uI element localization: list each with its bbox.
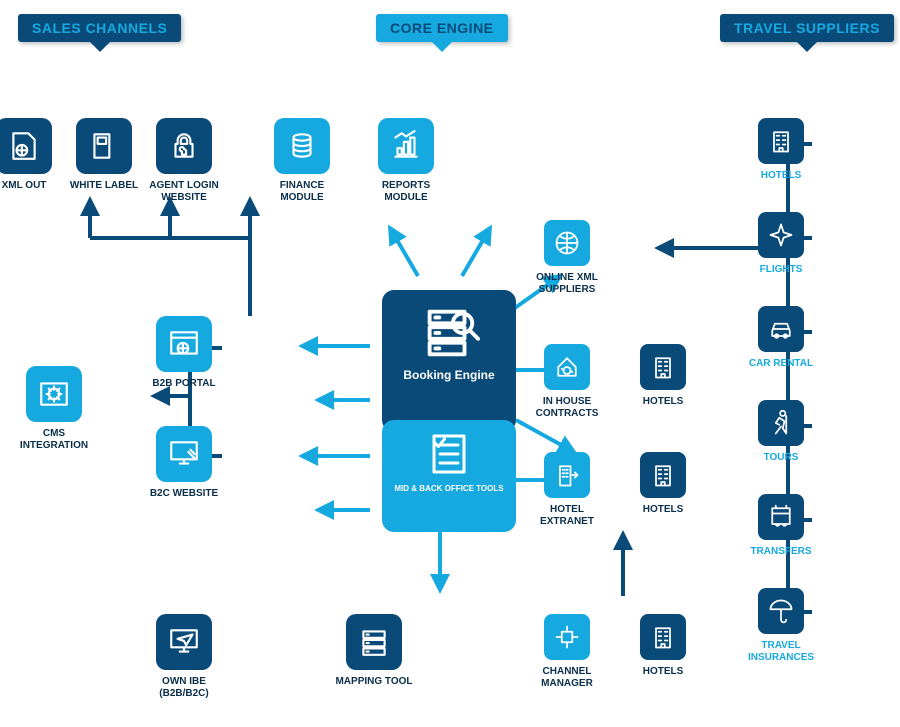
node-cms: CMS INTEGRATION: [14, 366, 94, 452]
node-sup_tours-label: TOURS: [741, 452, 821, 464]
core-tools-label: MID & BACK OFFICE TOOLS: [390, 484, 508, 493]
gear-box-icon: [26, 366, 82, 422]
node-sup_flights: FLIGHTS: [741, 212, 821, 276]
node-b2c-label: B2C WEBSITE: [144, 488, 224, 500]
node-b2c: B2C WEBSITE: [144, 426, 224, 500]
globe-doc-icon: [0, 118, 52, 174]
node-xml_out: XML OUT: [0, 118, 64, 192]
house-sync-icon: [544, 344, 590, 390]
node-online_xml-label: ONLINE XML SUPPLIERS: [527, 272, 607, 296]
node-agent_login: AGENT LOGIN WEBSITE: [144, 118, 224, 204]
connector: [390, 228, 418, 276]
bus-icon: [758, 494, 804, 540]
node-own_ibe: OWN IBE (B2B/B2C): [144, 614, 224, 700]
server-search-icon: [390, 300, 508, 362]
node-white_label: WHITE LABEL: [64, 118, 144, 192]
car-icon: [758, 306, 804, 352]
umbrella-icon: [758, 588, 804, 634]
node-xml_out-label: XML OUT: [0, 180, 64, 192]
section-header-h-core: CORE ENGINE: [376, 14, 508, 42]
node-sup_transfers: TRANSFERS: [741, 494, 821, 558]
node-finance-label: FINANCE MODULE: [262, 180, 342, 204]
page-icon: [76, 118, 132, 174]
connector: [462, 228, 490, 276]
core-booking: Booking Engine: [382, 290, 516, 432]
node-mapping: MAPPING TOOL: [334, 614, 414, 688]
module-icon: [544, 614, 590, 660]
building-icon: [640, 614, 686, 660]
connector: [516, 420, 574, 452]
node-hotels_mid1: HOTELS: [623, 344, 703, 408]
node-own_ibe-label: OWN IBE (B2B/B2C): [144, 676, 224, 700]
checklist-icon: [390, 430, 508, 478]
node-white_label-label: WHITE LABEL: [64, 180, 144, 192]
node-sup_flights-label: FLIGHTS: [741, 264, 821, 276]
node-hotels_mid1-label: HOTELS: [623, 396, 703, 408]
node-hotels_mid2-label: HOTELS: [623, 504, 703, 516]
plane-icon: [758, 212, 804, 258]
server-icon: [346, 614, 402, 670]
screen-cursor-icon: [156, 426, 212, 482]
core-tools: MID & BACK OFFICE TOOLS: [382, 420, 516, 532]
node-hotels_mid2: HOTELS: [623, 452, 703, 516]
core-booking-label: Booking Engine: [390, 368, 508, 382]
building-icon: [640, 344, 686, 390]
globe-net-icon: [544, 220, 590, 266]
node-sup_transfers-label: TRANSFERS: [741, 546, 821, 558]
node-b2b_portal: B2B PORTAL: [144, 316, 224, 390]
building-arrow-icon: [544, 452, 590, 498]
node-inhouse-label: IN HOUSE CONTRACTS: [527, 396, 607, 420]
node-agent_login-label: AGENT LOGIN WEBSITE: [144, 180, 224, 204]
node-b2b_portal-label: B2B PORTAL: [144, 378, 224, 390]
node-sup_car-label: CAR RENTAL: [741, 358, 821, 370]
node-hotel_extra: HOTEL EXTRANET: [527, 452, 607, 528]
node-reports: REPORTS MODULE: [366, 118, 446, 204]
node-online_xml: ONLINE XML SUPPLIERS: [527, 220, 607, 296]
node-hotels_mid3-label: HOTELS: [623, 666, 703, 678]
node-hotel_extra-label: HOTEL EXTRANET: [527, 504, 607, 528]
node-sup_hotels: HOTELS: [741, 118, 821, 182]
node-chan_mgr-label: CHANNEL MANAGER: [527, 666, 607, 690]
bar-up-icon: [378, 118, 434, 174]
node-hotels_mid3: HOTELS: [623, 614, 703, 678]
node-sup_hotels-label: HOTELS: [741, 170, 821, 182]
building-icon: [640, 452, 686, 498]
window-globe-icon: [156, 316, 212, 372]
node-sup_car: CAR RENTAL: [741, 306, 821, 370]
node-chan_mgr: CHANNEL MANAGER: [527, 614, 607, 690]
section-header-h-sales: SALES CHANNELS: [18, 14, 181, 42]
coins-icon: [274, 118, 330, 174]
node-inhouse: IN HOUSE CONTRACTS: [527, 344, 607, 420]
hiker-icon: [758, 400, 804, 446]
node-sup_insur-label: TRAVEL INSURANCES: [741, 640, 821, 664]
building-icon: [758, 118, 804, 164]
node-finance: FINANCE MODULE: [262, 118, 342, 204]
node-sup_insur: TRAVEL INSURANCES: [741, 588, 821, 664]
node-reports-label: REPORTS MODULE: [366, 180, 446, 204]
section-header-h-suppliers: TRAVEL SUPPLIERS: [720, 14, 894, 42]
lock-icon: [156, 118, 212, 174]
node-cms-label: CMS INTEGRATION: [14, 428, 94, 452]
node-sup_tours: TOURS: [741, 400, 821, 464]
plane-screen-icon: [156, 614, 212, 670]
node-mapping-label: MAPPING TOOL: [334, 676, 414, 688]
